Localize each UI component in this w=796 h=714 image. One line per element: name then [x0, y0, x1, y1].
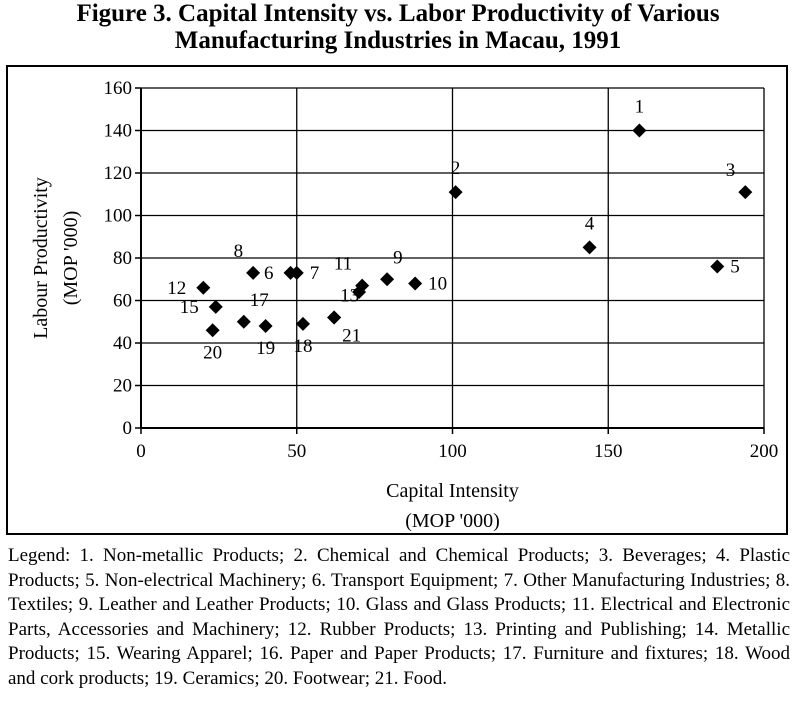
- data-label-18: 18: [293, 336, 312, 357]
- data-label-4: 4: [585, 213, 595, 234]
- data-label-3: 3: [726, 160, 736, 181]
- y-tick-label: 160: [104, 78, 133, 99]
- data-label-10: 10: [428, 274, 447, 295]
- x-tick-label: 200: [750, 441, 779, 462]
- chart-title-line-1: Figure 3. Capital Intensity vs. Labor Pr…: [76, 0, 720, 27]
- x-tick-label: 100: [438, 441, 467, 462]
- y-axis-title: Labour Productivity: [30, 177, 52, 339]
- chart-frame: [6, 65, 788, 535]
- data-point-17: [236, 314, 251, 329]
- y-tick-label: 120: [104, 163, 133, 184]
- legend: Legend: 1. Non-metallic Products; 2. Che…: [8, 545, 790, 689]
- data-label-11: 11: [334, 254, 352, 275]
- data-point-20: [205, 323, 220, 338]
- data-label-9: 9: [393, 247, 403, 268]
- data-point-1: [632, 123, 647, 138]
- data-label-12: 12: [167, 278, 186, 299]
- y-tick-label: 100: [104, 206, 133, 227]
- data-point-4: [582, 240, 597, 255]
- data-point-15: [208, 299, 223, 314]
- data-label-7: 7: [310, 263, 320, 284]
- data-point-3: [738, 185, 753, 200]
- y-axis-unit: (MOP '000): [60, 211, 82, 306]
- x-tick-label: 150: [594, 441, 623, 462]
- data-label-15: 15: [180, 297, 199, 318]
- data-label-2: 2: [451, 158, 461, 179]
- data-label-20: 20: [203, 342, 222, 363]
- data-point-14: [352, 285, 367, 299]
- data-point-18: [295, 316, 310, 331]
- data-point-7: [289, 265, 304, 280]
- data-point-9: [380, 272, 395, 287]
- data-label-5: 5: [730, 257, 740, 278]
- data-label-13: 13: [340, 286, 359, 307]
- y-tick-label: 0: [123, 418, 133, 439]
- data-label-21: 21: [342, 326, 361, 347]
- data-label-6: 6: [264, 263, 274, 284]
- data-point-12: [196, 280, 211, 295]
- y-tick-label: 80: [113, 248, 132, 269]
- x-tick-label: 50: [287, 441, 306, 462]
- data-point-10: [408, 276, 423, 291]
- data-label-19: 19: [256, 338, 275, 359]
- y-tick-label: 40: [113, 333, 132, 354]
- data-label-1: 1: [635, 97, 645, 118]
- data-point-5: [710, 259, 725, 274]
- data-point-21: [327, 310, 342, 325]
- x-axis-title: Capital Intensity: [386, 480, 519, 502]
- y-tick-label: 20: [113, 376, 132, 397]
- chart-title-line-2: Manufacturing Industries in Macau, 1991: [174, 27, 622, 54]
- data-label-8: 8: [234, 241, 244, 262]
- x-tick-label: 0: [136, 441, 146, 462]
- data-point-19: [258, 319, 273, 333]
- data-point-2: [448, 185, 463, 200]
- data-point-8: [246, 265, 261, 280]
- data-label-17: 17: [250, 290, 269, 311]
- y-tick-label: 140: [104, 121, 133, 142]
- x-axis-unit: (MOP '000): [405, 510, 500, 532]
- y-tick-label: 60: [113, 291, 132, 312]
